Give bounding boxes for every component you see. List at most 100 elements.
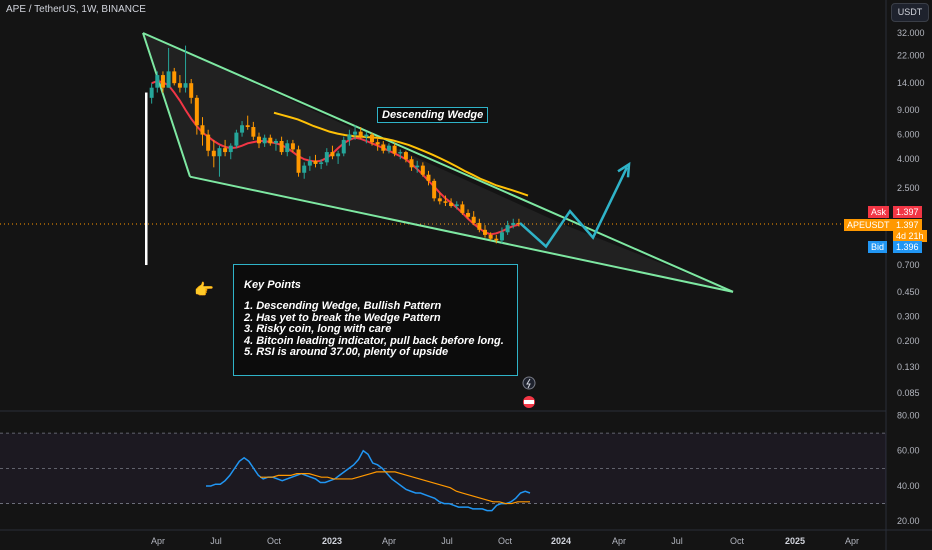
candle-body <box>471 216 476 223</box>
candle <box>257 132 261 149</box>
candle <box>194 95 199 135</box>
candle-body <box>381 144 386 151</box>
time-tick-label: Oct <box>730 536 745 546</box>
rsi-tick-label: 60.00 <box>897 446 920 456</box>
candle-body <box>437 198 442 202</box>
candle-body <box>466 212 471 217</box>
price-tick-label: 0.450 <box>897 287 920 297</box>
candle <box>432 178 437 202</box>
candle <box>398 149 403 160</box>
candle-body <box>477 222 482 230</box>
candle-body <box>370 134 374 143</box>
candle-body <box>330 152 335 157</box>
rsi-pane: 80.00 60.00 40.00 20.00 <box>0 411 920 526</box>
candle <box>505 220 510 235</box>
candle-body <box>262 137 267 144</box>
candle <box>381 141 386 154</box>
countdown: 4d 21h <box>896 231 924 241</box>
candle-body <box>426 174 431 181</box>
candle-body <box>375 142 380 145</box>
candle-body <box>234 132 239 146</box>
candle-body <box>443 201 448 203</box>
candle <box>279 136 284 155</box>
candle <box>437 192 442 205</box>
rsi-ma-line <box>260 471 530 505</box>
rsi-tick-label: 80.00 <box>897 411 920 421</box>
candle-body <box>223 148 228 153</box>
candle-body <box>420 165 425 175</box>
candle <box>149 83 154 104</box>
candle <box>296 145 301 177</box>
candle <box>262 134 267 147</box>
key-point: 3. Risky coin, long with care <box>244 323 392 336</box>
key-point: 2. Has yet to break the Wedge Pattern <box>244 311 441 324</box>
last-price: 1.397 <box>896 220 919 230</box>
time-tick-label: Jul <box>210 536 222 546</box>
candle <box>302 162 307 179</box>
bid-label: Bid <box>871 242 885 252</box>
candle-body <box>398 152 403 154</box>
candle-body <box>516 222 521 224</box>
candle <box>466 209 471 219</box>
price-tick-label: 32.000 <box>897 28 925 38</box>
candle <box>228 143 233 160</box>
candle-body <box>358 131 363 137</box>
key-points-box: Key Points 1. Descending Wedge, Bullish … <box>233 264 518 376</box>
ma-long-line <box>273 111 529 197</box>
candle <box>166 47 171 88</box>
ask-label: Ask <box>871 207 887 217</box>
time-tick-label: 2023 <box>322 536 342 546</box>
candle <box>471 211 476 226</box>
candle <box>172 67 177 86</box>
candle-body <box>217 148 222 157</box>
price-tick-label: 9.000 <box>897 105 920 115</box>
candle-body <box>251 127 256 137</box>
candle-body <box>279 141 284 153</box>
candle-body <box>160 75 165 88</box>
candle-body <box>505 225 510 233</box>
ask-value: 1.397 <box>896 207 919 217</box>
moving-averages <box>151 80 529 236</box>
countdown-tag: 4d 21h <box>893 230 927 242</box>
candle-body <box>336 153 341 157</box>
wedge-label: Descending Wedge <box>377 107 489 123</box>
candle-body <box>307 160 312 166</box>
candle <box>494 234 499 244</box>
candle-body <box>149 87 154 98</box>
candle-body <box>302 165 307 173</box>
candle <box>200 117 205 146</box>
rsi-tick-label: 20.00 <box>897 516 920 526</box>
candle-body <box>364 134 369 137</box>
candle <box>307 156 312 171</box>
candle <box>353 125 358 140</box>
time-tick-label: Oct <box>498 536 513 546</box>
candle-body <box>460 204 465 213</box>
lightning-glyph <box>526 378 531 389</box>
wedge-lower-line <box>189 175 734 293</box>
candle <box>516 218 521 227</box>
flag-glyph <box>524 400 534 404</box>
time-tick-label: 2024 <box>551 536 571 546</box>
candle-body <box>409 159 414 168</box>
time-tick-label: Oct <box>267 536 282 546</box>
candle-body <box>432 180 437 199</box>
symbol-title[interactable]: APE / TetherUS, 1W, BINANCE <box>6 4 146 15</box>
key-points-list: 1. Descending Wedge, Bullish Pattern 2. … <box>244 300 504 359</box>
candle <box>268 134 273 146</box>
candle-body <box>211 150 216 157</box>
currency-button[interactable]: USDT <box>891 3 929 22</box>
time-tick-label: Apr <box>151 536 165 546</box>
time-tick-label: 2025 <box>785 536 805 546</box>
candle <box>375 136 380 151</box>
candle <box>245 115 250 130</box>
candle-body <box>324 152 329 163</box>
candle <box>324 148 329 166</box>
candle-body <box>155 75 160 88</box>
candle-body <box>353 131 358 135</box>
candles <box>145 45 521 266</box>
candle <box>460 201 465 215</box>
pointing-hand-icon: 👉 <box>194 282 214 299</box>
key-point: 5. RSI is around 37.00, plenty of upside <box>244 346 449 359</box>
